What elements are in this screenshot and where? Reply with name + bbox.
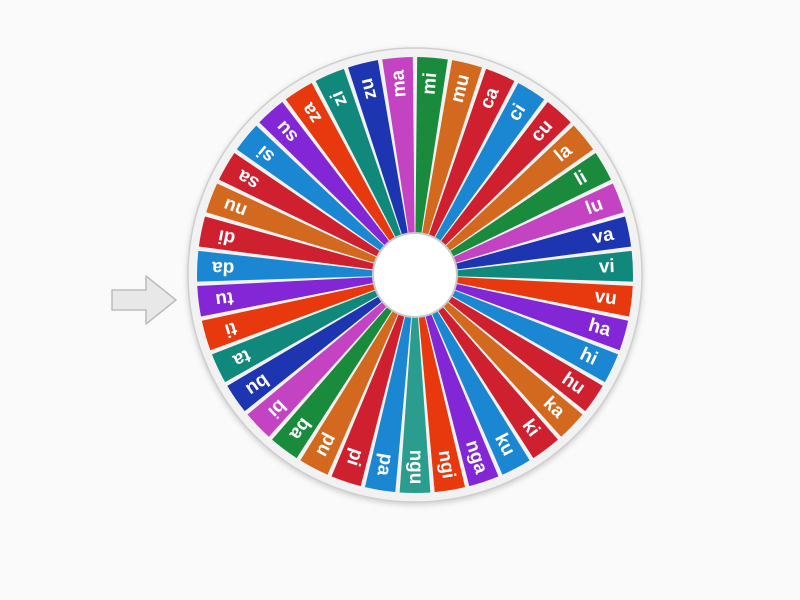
wheel-segment-label: ti [222,317,239,340]
wheel-segment[interactable] [453,283,629,351]
wheel-segment[interactable] [428,68,515,239]
wheel-segment[interactable] [447,295,603,412]
wheel-segment[interactable] [448,152,611,258]
wheel-segment-label: mi [419,72,442,96]
pointer-arrow-shape [111,275,177,325]
wheel-segment[interactable] [399,315,431,494]
wheel-segment[interactable] [227,295,383,412]
wheel-segment[interactable] [444,125,594,252]
wheel-segment-label: vu [593,286,618,310]
wheel-segment[interactable] [418,314,466,493]
wheel-segment-label: pa [372,452,396,478]
wheel-segment[interactable] [364,314,412,493]
wheel-segment[interactable] [259,102,391,247]
wheel-segment-label: vi [598,256,615,278]
wheel-segment[interactable] [197,277,375,317]
wheel-segment[interactable] [415,57,448,235]
wheel-segment[interactable] [272,305,393,459]
wheel-segment[interactable] [455,277,633,317]
wheel-segment-label: zu [356,76,381,102]
wheel-segment[interactable] [211,289,380,383]
wheel-segment-label: va [591,224,616,249]
wheel-segment[interactable] [455,250,633,282]
wheel-segment-label: pi [342,446,367,469]
wheel-segment[interactable] [206,183,378,264]
wheel-segment[interactable] [300,309,399,475]
wheel-segment[interactable] [454,216,632,270]
pointer-arrow-icon [111,275,177,325]
wheel-segment-label: di [216,225,237,249]
wheel-segment-label: lu [583,194,606,220]
wheel-segment[interactable] [439,102,571,247]
wheel-segment[interactable] [425,312,499,487]
wheel-segment[interactable] [437,305,558,459]
wheel-segment-label: tu [214,287,234,310]
wheel-segment[interactable] [450,289,619,383]
wheel-segment[interactable] [348,60,409,236]
wheel-segment[interactable] [331,312,405,487]
wheel-segment-label: ngi [434,449,459,480]
wheel-segment[interactable] [434,83,545,242]
wheel-segment[interactable] [285,83,396,242]
wheel-segment[interactable] [452,183,624,264]
wheel-segment[interactable] [382,57,415,235]
wheel-hub[interactable] [372,232,458,318]
spinner-wheel[interactable]: ngu pa pi pu ba bi bu ta ti tu da di nu sa si su za zi zu m… [186,46,644,504]
wheel-segment[interactable] [442,301,583,437]
wheel-segment[interactable] [201,283,377,351]
wheel-segment-label: ngu [405,450,426,485]
wheel-segment[interactable] [247,301,388,437]
spinner-pointer [108,264,180,336]
wheel-segment[interactable] [198,216,376,270]
wheel-segment[interactable] [236,125,386,252]
wheel-segment[interactable] [421,60,482,236]
wheel-segment-label: ma [387,69,410,98]
wheel-segment[interactable] [315,68,402,239]
wheel-segment[interactable] [431,309,530,475]
wheel-segment[interactable] [219,152,382,258]
wheel-segment-label: da [211,257,234,279]
wheel-segment[interactable] [197,250,375,282]
